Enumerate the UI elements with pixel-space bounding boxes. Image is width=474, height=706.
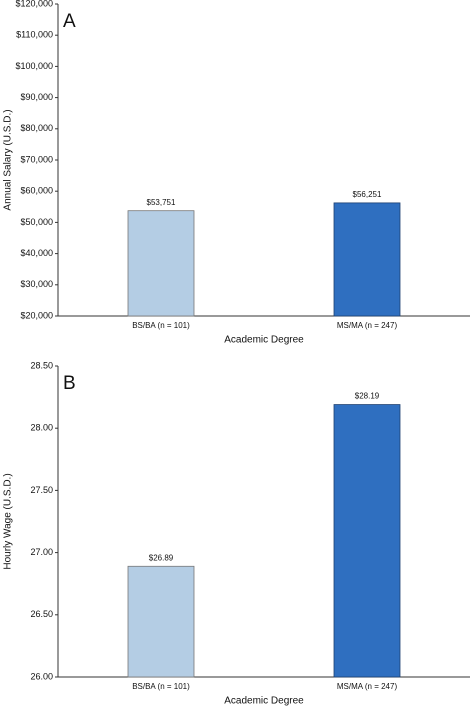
y-tick-label: $40,000	[20, 248, 53, 258]
x-axis-label: Academic Degree	[224, 335, 304, 346]
value-label: $28.19	[355, 392, 380, 401]
y-tick-label: 26.50	[30, 609, 53, 619]
bar	[333, 404, 401, 678]
y-tick-label: $50,000	[20, 217, 53, 227]
y-tick-label: $80,000	[20, 123, 53, 133]
y-tick-label: 27.00	[30, 547, 53, 557]
x-tick-label: BS/BA (n = 101)	[132, 682, 190, 691]
bar	[127, 210, 195, 317]
y-tick-label: $100,000	[15, 61, 53, 71]
y-tick-label: 28.00	[30, 423, 53, 433]
value-label: $53,751	[147, 198, 176, 207]
value-label: $26.89	[149, 553, 174, 562]
y-tick-label: $60,000	[20, 186, 53, 196]
bar	[333, 202, 401, 317]
y-tick-label: 27.50	[30, 485, 53, 495]
y-axis-label: Hourly Wage (U.S.D.)	[3, 473, 14, 569]
x-tick-label: BS/BA (n = 101)	[132, 321, 190, 330]
y-tick-label: $20,000	[20, 310, 53, 320]
panel-label: A	[63, 11, 76, 32]
x-axis-label: Academic Degree	[224, 696, 304, 706]
panel-label: B	[63, 373, 76, 394]
y-tick-label: 26.00	[30, 671, 53, 681]
y-tick-label: $70,000	[20, 154, 53, 164]
y-tick-label: 28.50	[30, 360, 53, 370]
y-tick-label: $110,000	[16, 30, 53, 40]
bar	[127, 565, 195, 678]
y-axis-label: Annual Salary (U.S.D.)	[3, 109, 14, 210]
x-tick-label: MS/MA (n = 247)	[337, 682, 398, 691]
y-tick-label: $120,000	[15, 0, 53, 8]
value-label: $56,251	[353, 190, 382, 199]
x-tick-label: MS/MA (n = 247)	[337, 321, 398, 330]
y-tick-label: $30,000	[20, 279, 53, 289]
y-tick-label: $90,000	[20, 92, 53, 102]
